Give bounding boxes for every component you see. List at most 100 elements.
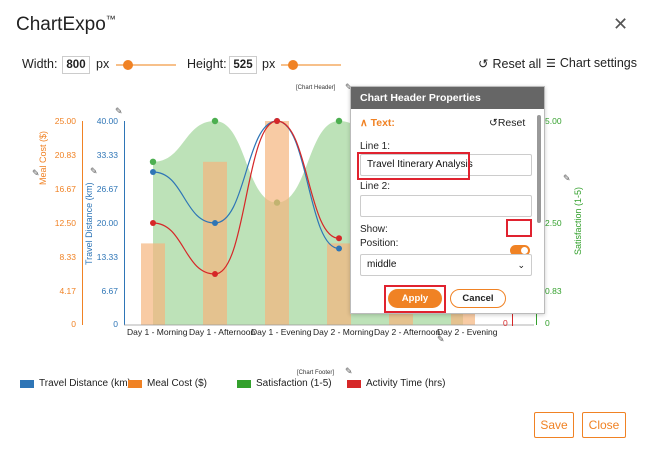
reset-all-button[interactable]: ↺ Reset all bbox=[478, 56, 542, 72]
series-point bbox=[336, 235, 342, 242]
series-point bbox=[212, 220, 218, 226]
series-point bbox=[336, 245, 342, 252]
meal-cost-bar bbox=[203, 161, 227, 325]
satisfaction-tick: 2.50 bbox=[545, 218, 562, 228]
edit-pencil-icon[interactable]: ✎ bbox=[563, 173, 571, 183]
reset-icon: ↺ bbox=[489, 117, 498, 129]
meal-cost-tick: 20.83 bbox=[54, 150, 76, 160]
panel-title: Chart Header Properties bbox=[351, 87, 544, 109]
travel-axis-line bbox=[124, 121, 125, 325]
legend-item-activity[interactable]: Activity Time (hrs) bbox=[347, 378, 445, 389]
x-tick: Day 1 - Afternoon bbox=[189, 327, 256, 337]
panel-scrollbar[interactable] bbox=[537, 115, 541, 223]
save-button[interactable]: Save bbox=[534, 412, 574, 438]
show-label: Show: bbox=[360, 224, 388, 235]
chevron-up-icon: ∧ bbox=[360, 117, 368, 129]
apply-highlight bbox=[384, 285, 446, 313]
edit-pencil-icon[interactable]: ✎ bbox=[90, 166, 98, 176]
edit-pencil-icon[interactable]: ✎ bbox=[115, 106, 123, 116]
width-input[interactable]: 800 bbox=[62, 56, 90, 74]
legend-item-travel[interactable]: Travel Distance (km) bbox=[20, 378, 131, 389]
travel-axis-label: Travel Distance (km) bbox=[84, 182, 94, 265]
close-button[interactable]: Close bbox=[582, 412, 626, 438]
width-slider-thumb[interactable] bbox=[123, 60, 133, 70]
travel-tick: 0 bbox=[113, 319, 118, 329]
series-point bbox=[274, 118, 280, 124]
x-tick: Day 1 - Evening bbox=[251, 327, 312, 337]
meal-cost-bar bbox=[265, 121, 289, 325]
satisfaction-point bbox=[149, 158, 157, 165]
line2-label: Line 2: bbox=[360, 181, 391, 192]
satisfaction-tick: 5.00 bbox=[545, 116, 562, 126]
travel-tick: 20.00 bbox=[96, 218, 118, 228]
position-select[interactable]: middle ⌄ bbox=[360, 254, 532, 276]
meal-cost-tick: 16.67 bbox=[54, 184, 76, 194]
travel-tick: 6.67 bbox=[101, 286, 118, 296]
width-label: Width: bbox=[22, 57, 58, 71]
cancel-button[interactable]: Cancel bbox=[450, 289, 506, 308]
chart-footer-tag[interactable]: [Chart Footer] bbox=[297, 370, 335, 376]
travel-tick: 26.67 bbox=[96, 184, 118, 194]
legend-swatch bbox=[347, 379, 361, 388]
line1-highlight bbox=[357, 152, 470, 180]
x-tick: Day 2 - Afternoon bbox=[374, 327, 441, 337]
apply-button[interactable]: Apply bbox=[388, 289, 442, 308]
width-slider[interactable] bbox=[116, 64, 176, 66]
app-title: ChartExpo™ bbox=[16, 14, 116, 35]
text-section-toggle[interactable]: ∧ Text: bbox=[360, 117, 395, 129]
series-point bbox=[212, 271, 218, 277]
series-point bbox=[150, 169, 156, 175]
satisfaction-axis-label: Satisfaction (1-5) bbox=[573, 186, 583, 255]
height-input[interactable]: 525 bbox=[229, 56, 257, 74]
satisfaction-point bbox=[211, 117, 219, 125]
show-highlight bbox=[506, 219, 532, 237]
satisfaction-tick: 0 bbox=[545, 318, 550, 328]
x-tick: Day 2 - Morning bbox=[313, 327, 374, 337]
x-tick: Day 1 - Morning bbox=[127, 327, 188, 337]
width-unit: px bbox=[96, 57, 110, 71]
height-label: Height: bbox=[187, 57, 227, 71]
line1-label: Line 1: bbox=[360, 141, 391, 152]
edit-pencil-icon[interactable]: ✎ bbox=[32, 168, 40, 178]
reset-icon: ↺ bbox=[478, 57, 489, 71]
show-toggle[interactable] bbox=[510, 245, 530, 256]
sliders-icon: ☰ bbox=[546, 57, 556, 70]
legend-swatch bbox=[237, 379, 251, 388]
line1-input[interactable]: Travel Itinerary Analysis bbox=[360, 154, 532, 176]
legend-item-satisfaction[interactable]: Satisfaction (1-5) bbox=[237, 378, 332, 389]
travel-tick: 40.00 bbox=[96, 116, 118, 126]
height-slider[interactable] bbox=[281, 64, 341, 66]
height-unit: px bbox=[262, 57, 276, 71]
satisfaction-tick: 0.83 bbox=[545, 286, 562, 296]
travel-tick: 13.33 bbox=[96, 252, 118, 262]
meal-cost-tick: 25.00 bbox=[54, 116, 76, 126]
activity-tick: 0 bbox=[503, 318, 508, 328]
height-slider-thumb[interactable] bbox=[288, 60, 298, 70]
legend-item-meal[interactable]: Meal Cost ($) bbox=[128, 378, 207, 389]
meal-cost-bar bbox=[141, 243, 165, 325]
series-line bbox=[152, 120, 340, 275]
activity-axis-line bbox=[512, 314, 513, 326]
panel-reset-button[interactable]: ↺Reset bbox=[489, 117, 526, 129]
chart-header-tag[interactable]: [Chart Header] bbox=[296, 85, 336, 91]
edit-pencil-icon[interactable]: ✎ bbox=[437, 334, 445, 344]
chart-header-properties-panel: Chart Header Properties ∧ Text: ↺Reset L… bbox=[350, 86, 545, 314]
chevron-down-icon: ⌄ bbox=[517, 260, 525, 270]
meal-cost-axis-line bbox=[82, 121, 83, 325]
close-icon[interactable]: ✕ bbox=[613, 14, 629, 34]
meal-cost-tick: 4.17 bbox=[59, 286, 76, 296]
meal-cost-tick: 0 bbox=[71, 319, 76, 329]
series-line bbox=[152, 120, 340, 250]
meal-cost-tick: 8.33 bbox=[59, 252, 76, 262]
chart-settings-button[interactable]: ☰ Chart settings bbox=[546, 56, 637, 70]
line2-input[interactable] bbox=[360, 195, 532, 217]
meal-cost-tick: 12.50 bbox=[54, 218, 76, 228]
x-tick: Day 2 - Evening bbox=[437, 327, 498, 337]
travel-tick: 33.33 bbox=[96, 150, 118, 160]
legend-swatch bbox=[128, 379, 142, 388]
legend-swatch bbox=[20, 379, 34, 388]
edit-pencil-icon[interactable]: ✎ bbox=[345, 366, 353, 376]
series-point bbox=[150, 220, 156, 226]
position-label: Position: bbox=[360, 238, 399, 249]
edit-pencil-icon[interactable]: ✎ bbox=[345, 82, 353, 92]
